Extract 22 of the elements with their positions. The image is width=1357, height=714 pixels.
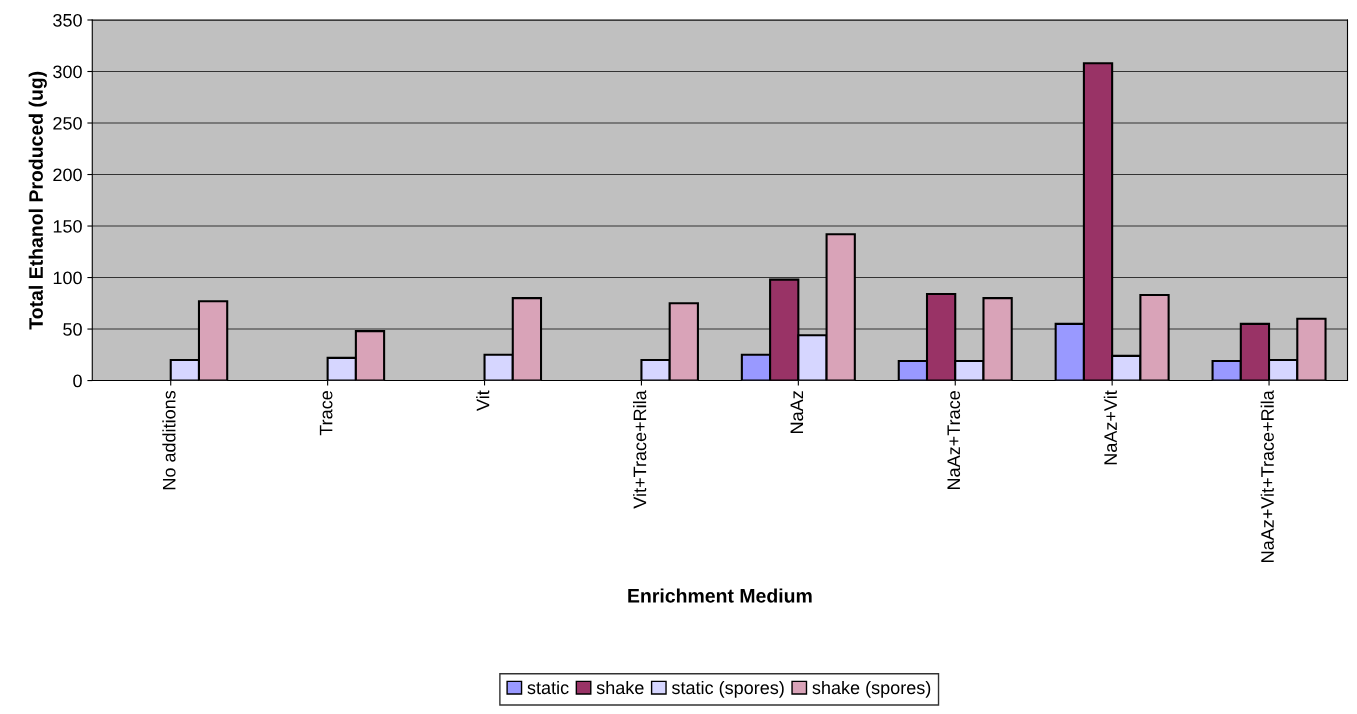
y-tick-label: 300: [53, 65, 82, 79]
y-axis-title: Total Ethanol Produced (ug): [28, 71, 47, 330]
x-tick-label: NaAz+Trace: [947, 391, 961, 489]
x-tick-label: No additions: [162, 390, 176, 490]
y-tick-label: 200: [53, 168, 82, 182]
y-tick-label: 350: [53, 13, 82, 27]
x-tick-label: NaAz+Vit+Trace+Rila: [1260, 390, 1274, 562]
x-tick-label: NaAz: [790, 391, 804, 433]
y-tick-label: 0: [73, 374, 82, 388]
y-tick-label: 250: [53, 116, 82, 130]
x-tick-label: NaAz+Vit: [1103, 390, 1117, 465]
legend-label: shake (spores): [812, 680, 931, 698]
y-tick-label: 100: [53, 271, 82, 285]
y-tick-label: 150: [53, 219, 82, 233]
x-axis-title: Enrichment Medium: [628, 588, 812, 603]
legend-label: shake: [596, 680, 644, 695]
y-tick-label: 50: [63, 322, 82, 336]
legend-label: static: [527, 680, 569, 695]
x-tick-label: Vit+Trace+Rila: [633, 390, 647, 509]
x-tick-label: Trace: [319, 391, 333, 436]
legend-label: static (spores): [671, 680, 784, 698]
x-tick-label: Vit: [476, 390, 490, 411]
